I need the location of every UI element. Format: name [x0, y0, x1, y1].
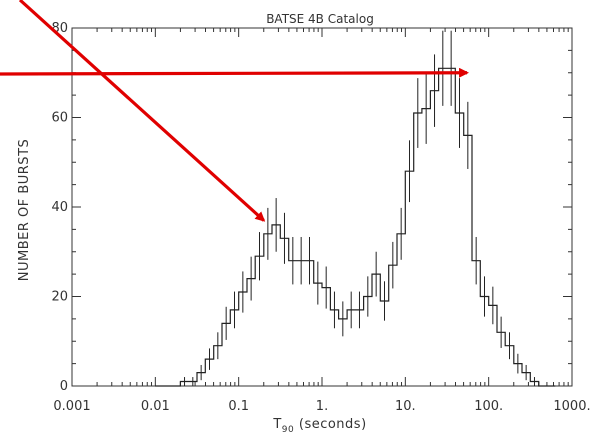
- annotation-arrows: [0, 0, 470, 222]
- annotation-arrow: [0, 67, 470, 78]
- x-tick-label: 1.: [316, 399, 328, 414]
- chart-title: BATSE 4B Catalog: [266, 12, 374, 26]
- y-tick-label: 60: [51, 111, 68, 126]
- x-axis-title-rest: (seconds): [294, 417, 366, 432]
- y-tick-label: 20: [51, 290, 68, 305]
- x-tick-label: 0.001: [53, 399, 90, 414]
- annotation-arrow: [18, 0, 266, 222]
- x-tick-label: 0.1: [228, 399, 249, 414]
- histogram-line: [155, 67, 556, 387]
- y-tick-label: 80: [51, 21, 68, 36]
- x-axis-title: T90 (seconds): [272, 417, 366, 435]
- x-tick-label: 100.: [474, 399, 503, 414]
- x-tick-label: 1000.: [553, 399, 590, 414]
- x-tick-labels: 0.001 0.01 0.1 1. 10. 100. 1000.: [53, 399, 590, 414]
- x-tick-label: 0.01: [141, 399, 170, 414]
- histogram-series: [155, 67, 556, 387]
- x-axis-title-subscript: 90: [282, 425, 294, 435]
- y-axis-title: NUMBER OF BURSTS: [17, 139, 32, 282]
- y-tick-label: 40: [51, 200, 68, 215]
- x-tick-label: 10.: [395, 399, 416, 414]
- y-tick-label: 0: [60, 379, 68, 394]
- error-bars: [184, 30, 535, 386]
- axis-ticks: [71, 27, 573, 387]
- x-axis-title-main: T: [272, 417, 281, 432]
- y-tick-labels: 0 20 40 60 80: [51, 21, 68, 394]
